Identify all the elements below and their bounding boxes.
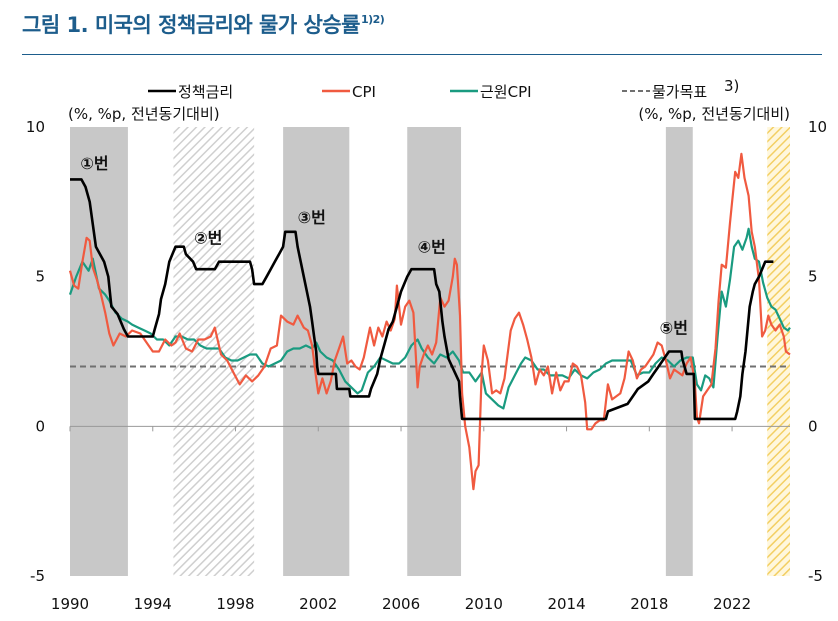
y-right-tick-label-0: 0 xyxy=(808,417,818,435)
shaded-period-2 xyxy=(173,127,255,576)
annotation-1: ①번 xyxy=(80,154,108,173)
chart-title-note: 1)2) xyxy=(360,13,385,26)
annotation-4: ④번 xyxy=(418,238,446,257)
y-right-tick-label-5: 5 xyxy=(808,268,818,286)
shaded-period-1 xyxy=(70,127,128,576)
x-tick-label-1998: 1998 xyxy=(216,595,254,613)
legend-policy-rate-label: 정책금리 xyxy=(178,83,233,101)
legend-cpi-label: CPI xyxy=(352,83,376,101)
y-right-tick-label-10: 10 xyxy=(808,118,827,136)
y-left-tick-label--5: -5 xyxy=(30,567,45,585)
shaded-period-6 xyxy=(767,127,790,576)
chart-labels: 1990 1994 1998 2002 2006 2010 2014 2018 2022 -5 -5… xyxy=(26,77,827,613)
x-tick-label-2002: 2002 xyxy=(299,595,337,613)
annotation-5: ⑤번 xyxy=(660,319,688,338)
axes xyxy=(69,425,790,432)
y-left-tick-label-10: 10 xyxy=(26,118,45,136)
x-tick-label-2014: 2014 xyxy=(547,595,585,613)
x-tick-label-1994: 1994 xyxy=(134,595,172,613)
x-tick-label-2006: 2006 xyxy=(382,595,420,613)
unit-label-left: (%, %p, 전년동기대비) xyxy=(68,105,220,123)
x-tick-label-2018: 2018 xyxy=(630,595,668,613)
y-right-tick-label--5: -5 xyxy=(808,567,823,585)
x-tick-label-1990: 1990 xyxy=(51,595,89,613)
x-tick-label-2010: 2010 xyxy=(465,595,503,613)
y-left-tick-label-5: 5 xyxy=(35,268,45,286)
title-divider xyxy=(22,54,822,55)
annotation-2: ②번 xyxy=(194,229,222,248)
policy-rate-line xyxy=(70,178,774,421)
y-left-tick-label-0: 0 xyxy=(35,417,45,435)
legend-target-note: 3) xyxy=(724,77,739,95)
chart-title: 그림 1. 미국의 정책금리와 물가 상승률1)2) xyxy=(22,9,385,39)
legend-core-cpi-label: 근원CPI xyxy=(480,83,532,101)
unit-label-right: (%, %p, 전년동기대비) xyxy=(638,105,790,123)
x-tick-label-2022: 2022 xyxy=(713,595,751,613)
annotation-3: ③번 xyxy=(298,208,326,227)
series-lines xyxy=(68,152,791,491)
legend-target-label: 물가목표 xyxy=(652,83,707,101)
chart-title-text: 그림 1. 미국의 정책금리와 물가 상승률 xyxy=(22,13,360,37)
